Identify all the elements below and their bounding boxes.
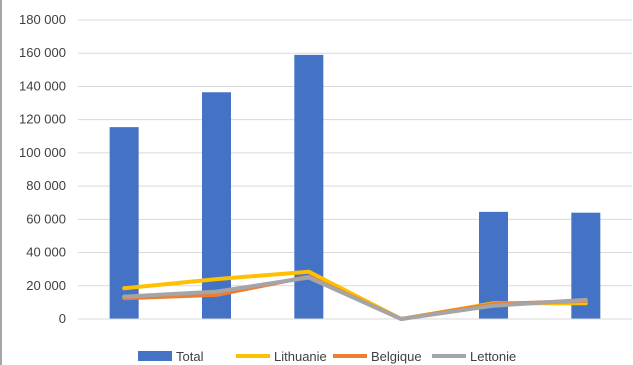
y-tick-label: 80 000 <box>26 178 66 193</box>
bar-total <box>479 211 508 319</box>
y-tick-label: 140 000 <box>19 78 66 93</box>
legend-label-lithuanie: Lithuanie <box>274 349 327 364</box>
bar-total <box>202 92 231 319</box>
line-lettonie <box>122 275 588 321</box>
y-tick-label: 0 <box>59 311 66 326</box>
legend-label-total: Total <box>176 349 204 364</box>
chart-frame-left-border <box>0 0 2 365</box>
legend-label-belgique: Belgique <box>371 349 422 364</box>
gridlines <box>78 19 632 287</box>
y-axis-ticks: 0 20 000 40 000 60 000 80 000 100 000 120 000 1… <box>19 12 66 326</box>
y-tick-label: 100 000 <box>19 145 66 160</box>
line-series <box>122 269 588 321</box>
bar-series <box>109 54 601 320</box>
legend-label-lettonie: Lettonie <box>470 349 516 364</box>
legend: Total Lithuanie Belgique Lettonie <box>138 349 516 364</box>
y-tick-label: 20 000 <box>26 278 66 293</box>
y-tick-label: 60 000 <box>26 211 66 226</box>
y-tick-label: 120 000 <box>19 112 66 127</box>
y-tick-label: 180 000 <box>19 12 66 27</box>
legend-swatch-total <box>138 351 172 361</box>
y-tick-label: 40 000 <box>26 245 66 260</box>
y-tick-label: 160 000 <box>19 45 66 60</box>
